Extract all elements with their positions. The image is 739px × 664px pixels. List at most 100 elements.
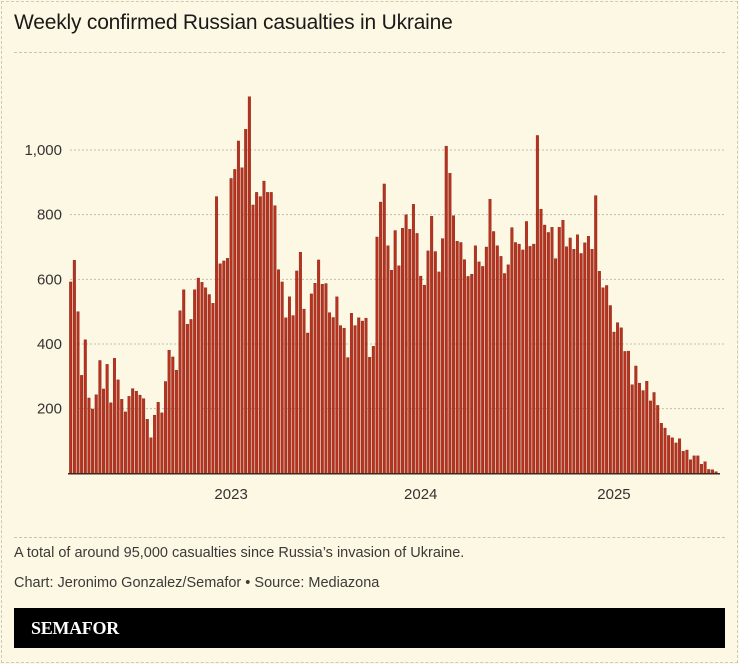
bar bbox=[659, 423, 663, 474]
bar bbox=[404, 214, 408, 474]
bar bbox=[222, 260, 226, 474]
bar bbox=[572, 249, 576, 474]
bar bbox=[226, 258, 229, 474]
bar bbox=[681, 451, 685, 474]
bar bbox=[466, 276, 470, 474]
bar bbox=[83, 339, 87, 474]
bar bbox=[630, 384, 634, 474]
x-tick-label: 2024 bbox=[404, 486, 437, 503]
x-tick-label: 2023 bbox=[214, 486, 247, 503]
bar bbox=[568, 237, 572, 474]
bar bbox=[422, 284, 426, 474]
bar bbox=[616, 322, 620, 474]
bar bbox=[178, 310, 182, 474]
bar bbox=[459, 242, 463, 474]
bar bbox=[360, 320, 364, 474]
bar bbox=[280, 281, 284, 474]
bar bbox=[619, 327, 623, 474]
bar bbox=[634, 365, 638, 474]
brand-banner: SEMAFOR bbox=[14, 608, 725, 648]
bar bbox=[69, 281, 73, 474]
bar bbox=[277, 269, 280, 474]
bar bbox=[364, 317, 368, 474]
bar bbox=[189, 319, 193, 474]
bar bbox=[674, 442, 678, 474]
bar bbox=[685, 449, 689, 474]
bar bbox=[441, 238, 445, 474]
bar bbox=[112, 358, 116, 474]
bar bbox=[517, 243, 521, 474]
bar bbox=[87, 397, 91, 474]
bar bbox=[313, 283, 317, 474]
bar bbox=[193, 289, 197, 474]
bar bbox=[116, 379, 120, 474]
bar bbox=[72, 260, 76, 474]
bar bbox=[535, 135, 539, 474]
bar bbox=[670, 437, 674, 474]
bar bbox=[386, 245, 390, 474]
bar bbox=[324, 283, 328, 474]
bar bbox=[605, 285, 609, 474]
bar bbox=[298, 251, 302, 474]
bar bbox=[320, 283, 324, 474]
bar bbox=[91, 408, 95, 474]
bar bbox=[430, 216, 434, 474]
bar bbox=[353, 325, 357, 474]
bar bbox=[185, 324, 189, 474]
chart-note: A total of around 95,000 casualties sinc… bbox=[14, 545, 465, 561]
bar bbox=[641, 390, 645, 474]
bar bbox=[707, 469, 711, 474]
bar bbox=[565, 246, 569, 474]
bar bbox=[583, 242, 587, 474]
bar bbox=[397, 265, 401, 474]
bar bbox=[218, 263, 222, 474]
bar bbox=[123, 411, 127, 474]
bar bbox=[546, 232, 550, 474]
bar bbox=[149, 437, 153, 474]
bar bbox=[342, 327, 346, 474]
bar bbox=[488, 198, 492, 474]
x-tick-label: 2025 bbox=[597, 486, 630, 503]
bar bbox=[215, 196, 219, 474]
bar bbox=[557, 227, 561, 474]
bar bbox=[506, 264, 510, 474]
bar bbox=[433, 251, 437, 474]
bar bbox=[331, 317, 335, 474]
bar bbox=[601, 287, 605, 474]
bar bbox=[105, 364, 109, 474]
bar bbox=[667, 435, 671, 474]
bar bbox=[167, 349, 171, 474]
bar bbox=[437, 271, 441, 474]
bar bbox=[306, 332, 310, 474]
bar bbox=[382, 183, 386, 474]
bar bbox=[174, 369, 178, 474]
bar bbox=[689, 459, 692, 474]
y-tick-label: 600 bbox=[37, 271, 62, 288]
bar bbox=[678, 438, 682, 474]
bar bbox=[503, 273, 507, 474]
bar bbox=[153, 414, 157, 474]
bar bbox=[696, 455, 700, 474]
title-divider bbox=[14, 52, 725, 53]
bar bbox=[663, 427, 667, 474]
bar bbox=[236, 140, 240, 474]
bar bbox=[703, 461, 707, 474]
bar bbox=[328, 312, 332, 474]
bar bbox=[131, 388, 135, 474]
bar bbox=[291, 315, 295, 474]
bar bbox=[368, 357, 372, 474]
bar bbox=[233, 169, 237, 474]
footer-divider bbox=[14, 537, 725, 538]
bar bbox=[550, 227, 554, 474]
bar bbox=[408, 229, 412, 474]
bar bbox=[495, 245, 499, 474]
bar bbox=[200, 282, 204, 474]
bar bbox=[590, 249, 594, 474]
bar bbox=[528, 246, 532, 474]
bar bbox=[455, 240, 459, 474]
bar bbox=[579, 253, 583, 474]
bar bbox=[207, 294, 211, 474]
bar bbox=[255, 192, 259, 474]
